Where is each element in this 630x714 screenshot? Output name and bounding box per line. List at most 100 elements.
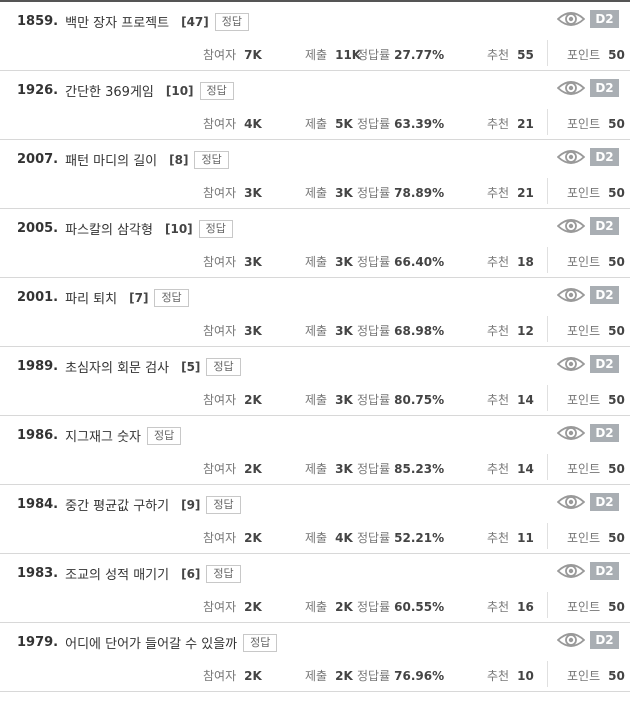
stat-accuracy: 정답률 85.23% xyxy=(357,460,444,477)
problem-item: 2001. 파리 퇴치 [7] 정답 D2 참여자 3K 제출 3K 정답률 68.9… xyxy=(0,278,630,347)
stat-accuracy: 정답률 68.98% xyxy=(357,322,444,339)
accuracy-value: 85.23% xyxy=(394,462,445,476)
accuracy-label: 정답률 xyxy=(357,462,391,476)
eye-icon[interactable] xyxy=(557,217,585,235)
divider xyxy=(547,523,548,549)
participants-value: 4K xyxy=(244,117,262,131)
answer-button[interactable]: 정답 xyxy=(194,150,229,169)
stat-participants: 참여자 4K xyxy=(203,115,262,132)
answer-button[interactable]: 정답 xyxy=(206,564,241,583)
problem-number: 1986. xyxy=(17,428,59,443)
stat-accuracy: 정답률 52.21% xyxy=(357,529,444,546)
problem-list: 1859. 백만 장자 프로젝트 [47] 정답 D2 참여자 7K 제출 11K … xyxy=(0,0,630,692)
points-label: 포인트 xyxy=(567,186,601,200)
points-value: 50 xyxy=(608,255,625,269)
accuracy-value: 68.98% xyxy=(394,324,445,338)
accuracy-label: 정답률 xyxy=(357,531,391,545)
eye-icon[interactable] xyxy=(557,148,585,166)
answer-button[interactable]: 정답 xyxy=(206,495,241,514)
problem-title-link[interactable]: 초심자의 회문 검사 xyxy=(65,361,170,376)
problem-title-link[interactable]: 지그재그 숫자 xyxy=(65,430,142,445)
stat-points: 포인트 50 xyxy=(567,322,625,339)
divider xyxy=(547,178,548,204)
eye-icon[interactable] xyxy=(557,286,585,304)
accuracy-value: 66.40% xyxy=(394,255,445,269)
eye-icon[interactable] xyxy=(557,424,585,442)
recommend-value: 21 xyxy=(517,117,534,131)
stat-recommend: 추천 10 xyxy=(487,667,534,684)
problem-title-link[interactable]: 백만 장자 프로젝트 xyxy=(65,16,170,31)
stat-accuracy: 정답률 66.40% xyxy=(357,253,444,270)
stat-accuracy: 정답률 60.55% xyxy=(357,598,444,615)
stat-participants: 참여자 2K xyxy=(203,529,262,546)
stat-points: 포인트 50 xyxy=(567,460,625,477)
level-badge: D2 xyxy=(590,631,619,649)
problem-title-link[interactable]: 패턴 마디의 길이 xyxy=(65,154,158,169)
recommend-value: 12 xyxy=(517,324,534,338)
eye-icon[interactable] xyxy=(557,493,585,511)
problem-number: 1859. xyxy=(17,14,59,29)
submissions-label: 제출 xyxy=(305,117,328,131)
stat-recommend: 추천 21 xyxy=(487,184,534,201)
recommend-label: 추천 xyxy=(487,186,510,200)
answer-button[interactable]: 정답 xyxy=(147,426,182,445)
eye-icon[interactable] xyxy=(557,355,585,373)
recommend-label: 추천 xyxy=(487,255,510,269)
points-value: 50 xyxy=(608,600,625,614)
submissions-label: 제출 xyxy=(305,669,328,683)
points-value: 50 xyxy=(608,462,625,476)
participants-value: 2K xyxy=(244,393,262,407)
participants-label: 참여자 xyxy=(203,393,237,407)
recommend-value: 55 xyxy=(517,48,534,62)
problem-title-link[interactable]: 중간 평균값 구하기 xyxy=(65,499,170,514)
problem-number: 2001. xyxy=(17,290,59,305)
problem-title-link[interactable]: 어디에 단어가 들어갈 수 있을까 xyxy=(65,637,238,652)
eye-icon[interactable] xyxy=(557,79,585,97)
answer-button[interactable]: 정답 xyxy=(206,357,241,376)
submissions-label: 제출 xyxy=(305,186,328,200)
points-label: 포인트 xyxy=(567,600,601,614)
comment-count: [7] xyxy=(129,290,149,305)
eye-icon[interactable] xyxy=(557,631,585,649)
points-value: 50 xyxy=(608,324,625,338)
stat-points: 포인트 50 xyxy=(567,253,625,270)
submissions-label: 제출 xyxy=(305,48,328,62)
level-badge: D2 xyxy=(590,79,619,97)
comment-count: [47] xyxy=(181,14,209,29)
stat-submissions: 제출 3K xyxy=(305,253,353,270)
eye-icon[interactable] xyxy=(557,562,585,580)
answer-button[interactable]: 정답 xyxy=(199,81,234,100)
recommend-value: 21 xyxy=(517,186,534,200)
problem-title-link[interactable]: 간단한 369게임 xyxy=(65,85,154,100)
participants-value: 3K xyxy=(244,255,262,269)
accuracy-label: 정답률 xyxy=(357,117,391,131)
recommend-label: 추천 xyxy=(487,600,510,614)
answer-button[interactable]: 정답 xyxy=(154,288,189,307)
answer-button[interactable]: 정답 xyxy=(243,633,278,652)
accuracy-value: 63.39% xyxy=(394,117,445,131)
submissions-label: 제출 xyxy=(305,393,328,407)
problem-title-link[interactable]: 파스칼의 삼각형 xyxy=(65,223,153,238)
recommend-label: 추천 xyxy=(487,324,510,338)
stat-points: 포인트 50 xyxy=(567,115,625,132)
stat-points: 포인트 50 xyxy=(567,598,625,615)
answer-button[interactable]: 정답 xyxy=(214,12,249,31)
stat-participants: 참여자 2K xyxy=(203,391,262,408)
points-label: 포인트 xyxy=(567,324,601,338)
participants-label: 참여자 xyxy=(203,531,237,545)
stat-participants: 참여자 2K xyxy=(203,598,262,615)
stat-recommend: 추천 11 xyxy=(487,529,534,546)
recommend-label: 추천 xyxy=(487,393,510,407)
stat-points: 포인트 50 xyxy=(567,529,625,546)
answer-button[interactable]: 정답 xyxy=(198,219,233,238)
problem-title-link[interactable]: 파리 퇴치 xyxy=(65,292,118,307)
divider xyxy=(547,385,548,411)
eye-icon[interactable] xyxy=(557,10,585,28)
level-badge: D2 xyxy=(590,562,619,580)
submissions-label: 제출 xyxy=(305,324,328,338)
comment-count: [8] xyxy=(169,152,189,167)
problem-title-link[interactable]: 조교의 성적 매기기 xyxy=(65,568,170,583)
submissions-value: 2K xyxy=(335,669,353,683)
stat-participants: 참여자 3K xyxy=(203,253,262,270)
accuracy-label: 정답률 xyxy=(357,669,391,683)
